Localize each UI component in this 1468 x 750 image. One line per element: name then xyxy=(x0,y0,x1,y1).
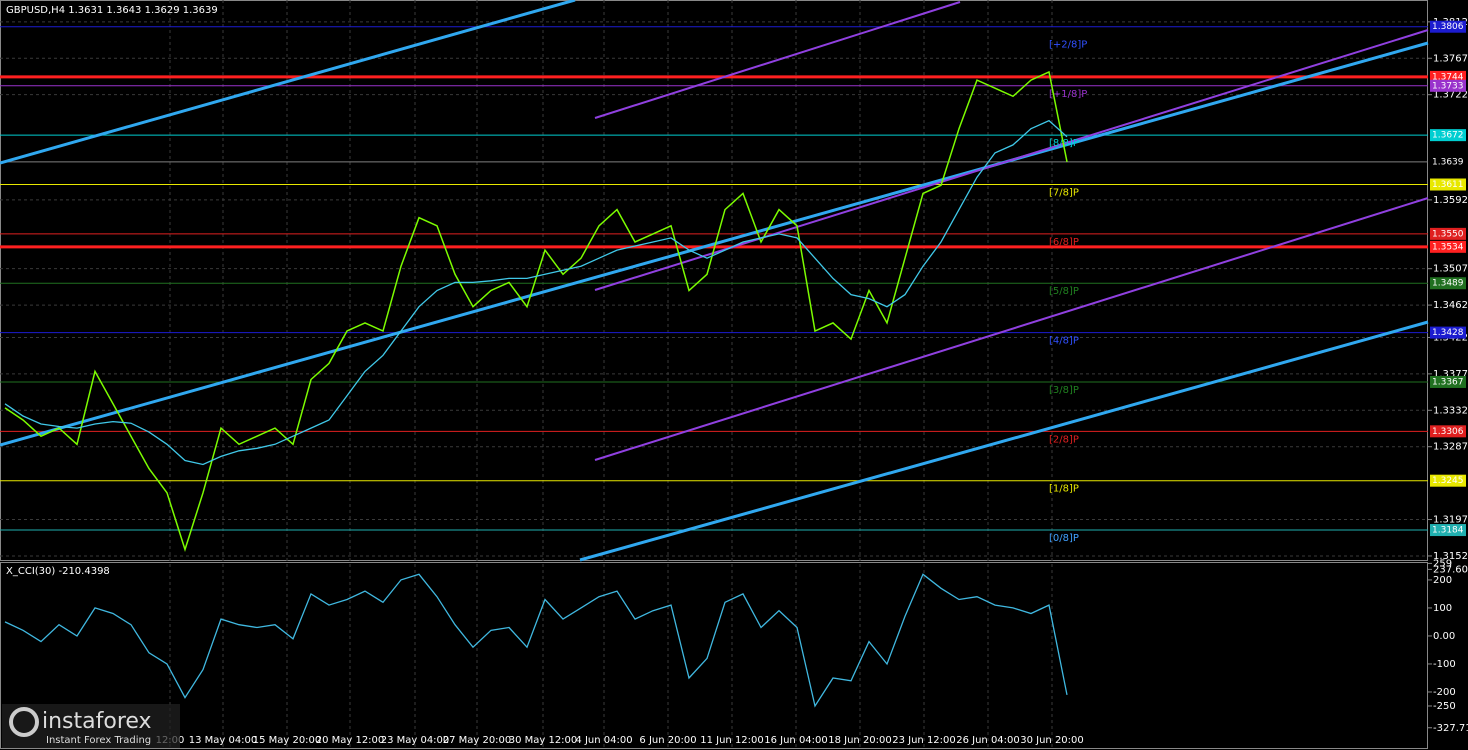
x-tick-label: 23 Jun 12:00 xyxy=(892,735,956,746)
x-tick-label: 15 May 20:00 xyxy=(253,735,322,746)
channel-line xyxy=(594,1,961,119)
chart-title: GBPUSD,H4 1.3631 1.3643 1.3629 1.3639 xyxy=(6,5,218,16)
level-label-bg xyxy=(1430,425,1466,438)
x-tick-label: 27 May 20:00 xyxy=(443,735,512,746)
y-tick-label: 100 xyxy=(1433,603,1452,614)
y-tick-label: 1.3377 xyxy=(1433,369,1468,380)
level-label: 1.3550 xyxy=(1432,229,1464,239)
y-tick-label: 1.3287 xyxy=(1433,442,1468,453)
y-tick-label: -100 xyxy=(1433,659,1456,670)
level-label-bg xyxy=(1430,155,1466,168)
murrey-label: [7/8]P xyxy=(1049,188,1079,199)
y-tick-label: 1.3332 xyxy=(1433,405,1468,416)
cci-frame xyxy=(0,562,1428,749)
x-tick-label: 18 Jun 20:00 xyxy=(828,735,892,746)
y-tick-label: -327.719 xyxy=(1433,723,1468,734)
murrey-label: [4/8]P xyxy=(1049,336,1079,347)
y-tick-label: 1.3592 xyxy=(1433,195,1468,206)
murrey-label: [+1/8]P xyxy=(1049,89,1087,100)
level-label: 1.3611 xyxy=(1432,180,1464,190)
level-label-bg xyxy=(1430,227,1466,240)
murrey-label: [3/8]P xyxy=(1049,385,1079,396)
x-tick-label: 23 May 04:00 xyxy=(381,735,450,746)
level-label-bg xyxy=(1430,524,1466,537)
y-tick-label: 237.6065 xyxy=(1433,564,1468,575)
x-tick-label: 20 May 12:00 xyxy=(316,735,385,746)
level-label: 1.3672 xyxy=(1432,131,1464,141)
logo: instaforex Instant Forex Trading xyxy=(2,704,180,748)
y-tick-label: 1.3722 xyxy=(1433,90,1468,101)
x-tick-label: 30 Jun 20:00 xyxy=(1020,735,1084,746)
y-tick-label: 1.3767 xyxy=(1433,53,1468,64)
series-line xyxy=(4,573,1068,708)
murrey-label: [0/8]P xyxy=(1049,533,1079,544)
level-label: 1.3245 xyxy=(1432,476,1464,486)
y-tick-label: 200 xyxy=(1433,575,1452,586)
murrey-label: [2/8]P xyxy=(1049,434,1079,445)
y-tick-label: 1.3152 xyxy=(1433,551,1468,562)
level-label-bg xyxy=(1430,474,1466,487)
main-frame xyxy=(0,0,1428,561)
murrey-label: [1/8]P xyxy=(1049,484,1079,495)
y-tick-label: 0.00 xyxy=(1433,631,1455,642)
level-label-bg xyxy=(1430,129,1466,142)
level-label: 1.3184 xyxy=(1432,526,1464,536)
x-tick-label: 26 Jun 04:00 xyxy=(956,735,1020,746)
level-label: 1.3534 xyxy=(1432,242,1464,252)
x-tick-label: 6 Jun 20:00 xyxy=(639,735,696,746)
series-line xyxy=(4,119,1068,466)
y-tick-label: 259 xyxy=(1433,558,1452,569)
y-tick-label: 1.3197 xyxy=(1433,515,1468,526)
level-label: 1.3744 xyxy=(1432,72,1464,82)
x-tick-label: 4 Jun 04:00 xyxy=(575,735,632,746)
level-label-bg xyxy=(1430,240,1466,253)
logo-text: instaforex xyxy=(42,709,152,734)
x-tick-label: 11 Jun 12:00 xyxy=(700,735,764,746)
y-tick-label: 1.3507 xyxy=(1433,264,1468,275)
logo-icon xyxy=(9,707,39,737)
channel-line xyxy=(594,197,1429,461)
level-label: 1.3806 xyxy=(1432,22,1464,32)
murrey-label: [+2/8]P xyxy=(1049,39,1087,50)
level-label: 1.3367 xyxy=(1432,377,1464,387)
level-label-bg xyxy=(1430,375,1466,388)
cci-title: X_CCI(30) -210.4398 xyxy=(6,566,110,577)
level-label: 1.3639 xyxy=(1432,157,1464,167)
y-tick-label: -200 xyxy=(1433,687,1456,698)
trend-line xyxy=(0,41,1429,447)
murrey-label: [6/8]P xyxy=(1049,237,1079,248)
level-label: 1.3489 xyxy=(1432,279,1464,289)
y-tick-label: 1.3462 xyxy=(1433,300,1468,311)
level-label-bg xyxy=(1430,20,1466,33)
level-label-bg xyxy=(1430,326,1466,339)
trend-channels xyxy=(0,0,1429,562)
level-label: 1.3733 xyxy=(1432,81,1464,91)
murrey-label: [5/8]P xyxy=(1049,286,1079,297)
level-label-bg xyxy=(1430,79,1466,92)
level-label-bg xyxy=(1430,277,1466,290)
x-tick-label: 30 May 12:00 xyxy=(509,735,578,746)
x-tick-label: 16 Jun 04:00 xyxy=(764,735,828,746)
y-tick-label: -250 xyxy=(1433,701,1456,712)
level-label-bg xyxy=(1430,178,1466,191)
level-label: 1.3428 xyxy=(1432,328,1464,338)
x-tick-label: 13 May 04:00 xyxy=(189,735,258,746)
level-label: 1.3306 xyxy=(1432,427,1464,437)
series-line xyxy=(4,70,1068,552)
trend-line xyxy=(579,320,1429,562)
logo-tagline: Instant Forex Trading xyxy=(46,735,151,746)
trend-line xyxy=(0,0,576,165)
